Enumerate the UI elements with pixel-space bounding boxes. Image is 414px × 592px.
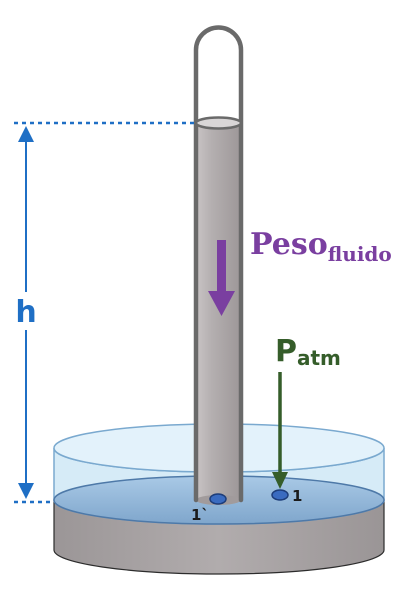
height-label: h: [15, 295, 36, 330]
patm-annotation: Patm: [272, 334, 341, 489]
patm-label-main: P: [275, 334, 297, 369]
weight-arrow-head: [208, 291, 235, 316]
patm-arrow-head: [272, 472, 288, 489]
weight-label-main: Peso: [250, 227, 328, 262]
weight-label-sub: fluido: [328, 242, 392, 266]
point-outside: 1: [271, 487, 302, 505]
patm-label: Patm: [275, 334, 341, 370]
weight-annotation: Pesofluido: [208, 227, 392, 316]
point-inside-marker: [209, 493, 227, 505]
point-inside: 1`: [191, 493, 227, 524]
point-outside-label: 1: [292, 487, 302, 505]
weight-label: Pesofluido: [250, 227, 392, 266]
fluid-column: [196, 123, 241, 500]
point-inside-label: 1`: [191, 506, 209, 524]
height-annotation: h: [12, 121, 196, 504]
fluid-meniscus: [194, 116, 243, 130]
tube-outline: [193, 25, 244, 503]
height-label-backdrop: [12, 292, 40, 330]
point-outside-marker: [271, 489, 289, 501]
patm-label-sub: atm: [297, 346, 341, 370]
arrow-down-icon: [217, 240, 226, 293]
